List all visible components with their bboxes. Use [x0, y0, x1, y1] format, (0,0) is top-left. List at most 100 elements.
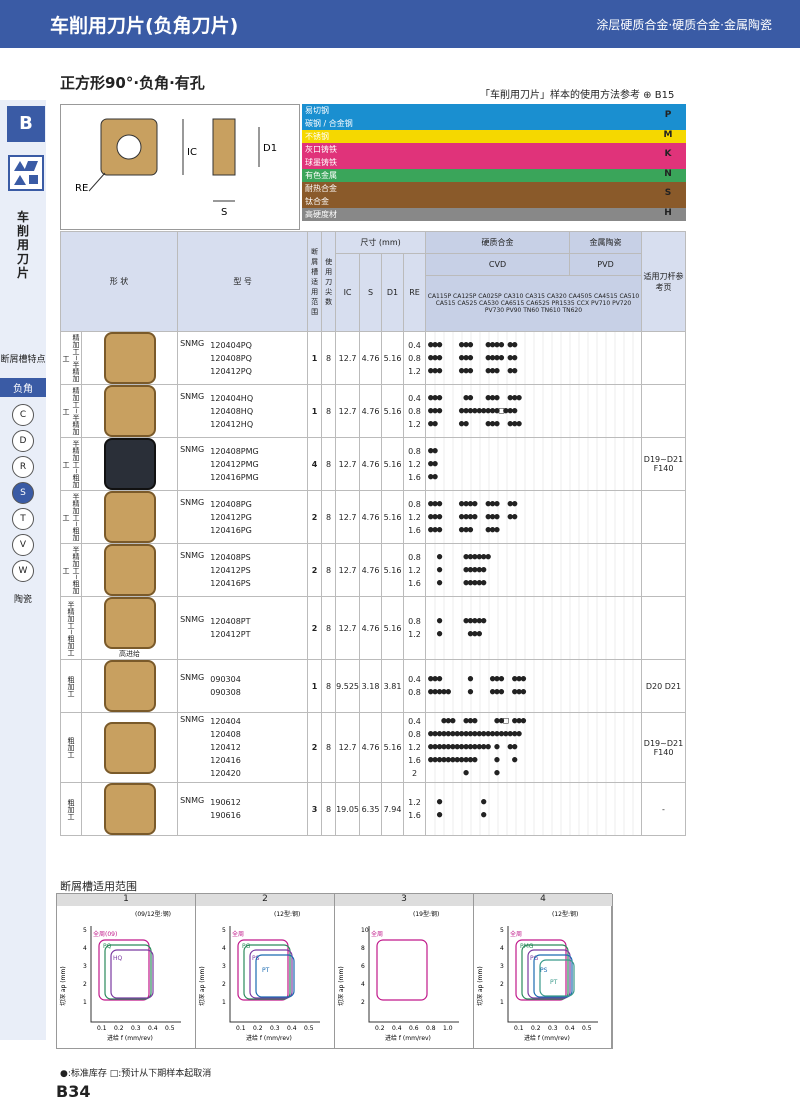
dim-ic: 12.7 [335, 384, 360, 438]
model-number: 120408PS [210, 552, 251, 562]
graph-label: 全周(09) [93, 930, 117, 938]
table-row: 半精加工~粗加工 SNMG 120408PS 120412PS 120416PS 2 8 12… [60, 543, 686, 597]
dot-line: ●●● ●●● ●●□ ●●● [428, 716, 526, 726]
graph-ytick: 5 [500, 927, 504, 934]
graph-xlabel: 进给 f (mm/rev) [385, 1034, 431, 1042]
sidebar-item-v[interactable]: V [12, 534, 34, 556]
graph-ytick: 8 [361, 945, 365, 952]
model-number: 120408PMG [210, 446, 259, 456]
material-row: 耐热合金 [302, 182, 686, 195]
dim-ic: 12.7 [335, 490, 360, 544]
re-value: 1.2 [408, 419, 421, 429]
graph-label: PMG [520, 943, 534, 950]
page-title: 车削用刀片(负角刀片) [50, 15, 239, 37]
dot-line: ●●● ●● ●●● ●●● [428, 392, 522, 403]
re-value: 2 [411, 769, 418, 778]
graph-note: (12型:钢) [274, 910, 300, 918]
graph-note: (19型:钢) [413, 910, 439, 918]
model-number: 120416PG [210, 525, 252, 535]
reference-link[interactable]: 「车削用刀片」样本的使用方法参考 ⊕ B15 [480, 90, 675, 101]
graph-label: PS [540, 967, 548, 974]
model-number: 120416 [210, 756, 241, 765]
footnote: ●:标准库存 □:预计从下期样本起取消 [60, 1069, 212, 1079]
holder-ref [641, 384, 686, 438]
sidebar-item-d[interactable]: D [12, 430, 34, 452]
graph-region [255, 954, 295, 998]
graph-number: 3 [335, 894, 474, 906]
graph-ytick: 2 [83, 981, 87, 988]
model-series: SNMG [180, 673, 205, 682]
dot-line: ● ● [428, 768, 526, 778]
sidebar-item-r[interactable]: R [12, 456, 34, 478]
insert-photo [103, 491, 156, 543]
chip-range-title: 断屑槽适用范围 [60, 880, 137, 893]
material-group-label: M [663, 130, 673, 140]
insert-photo [103, 438, 156, 490]
graph-xtick: 0.4 [287, 1025, 297, 1032]
holder-ref: - [641, 782, 686, 836]
page-subtitle: 涂层硬质合金·硬质合金·金属陶瓷 [596, 18, 772, 32]
col-chip-range: 断屑槽适用范围 [307, 231, 323, 332]
insert-photo [103, 721, 156, 774]
model-number: 120416PMG [210, 472, 259, 482]
material-group-label: H [664, 208, 672, 218]
graph-xtick: 0.1 [97, 1025, 107, 1032]
dim-ic: 12.7 [335, 331, 360, 385]
model-number: 190616 [210, 811, 241, 820]
graph-ytick: 3 [83, 963, 87, 970]
chip-range-graphs: 1 (09/12型:钢) 5 4 3 2 1 0.1 0.2 0.3 0.4 0.5 切深 ap (mm… [56, 893, 613, 1049]
model-series: SNMG [180, 497, 205, 507]
sidebar-item-ceramic[interactable]: 陶瓷 [13, 595, 32, 605]
model-number: 120412PQ [210, 366, 252, 376]
dot-line: ●●●●●●●●●●●●●●●●●●●●● [428, 729, 522, 739]
graph-axes [368, 926, 459, 1023]
graph-number: 1 [57, 894, 196, 906]
edge-count: 8 [321, 659, 337, 713]
re-value: 1.2 [408, 512, 421, 522]
graph-ytick: 5 [222, 927, 226, 934]
insert-photo [103, 597, 156, 649]
graph-xtick: 0.2 [114, 1025, 124, 1032]
dim-d1: 5.16 [381, 331, 404, 385]
dim-s: 4.76 [359, 543, 382, 597]
model-cell: SNMG 120408PS 120412PS 120416PS [177, 543, 309, 597]
table-row: 半精加工~粗加工 高进给 SNMG 120408PT 120412PT 2 8 12.7 4.7… [60, 596, 686, 660]
re-value: 1.2 [408, 366, 421, 376]
graph-xtick: 0.2 [253, 1025, 263, 1032]
graph-xtick: 0.1 [236, 1025, 246, 1032]
graph-xtick: 0.4 [565, 1025, 575, 1032]
insert-image [80, 659, 179, 713]
graph-region [539, 959, 575, 997]
material-row: 球墨铸铁 [302, 156, 686, 169]
sidebar-item-negative[interactable]: 负角 [0, 378, 46, 397]
dot-line: ● ●●●●● [428, 577, 487, 588]
sidebar-item-c[interactable]: C [12, 404, 34, 426]
graph-region [110, 949, 154, 999]
graph-xtick: 0.8 [426, 1025, 436, 1032]
model-cell: SNMG 120408PG 120412PG 120416PG [177, 490, 309, 544]
chip-range: 2 [307, 712, 323, 783]
sidebar-item-w[interactable]: W [12, 560, 34, 582]
sidebar-item-chipbreaker[interactable]: 断屑槽特点 [0, 355, 46, 365]
graph-number: 2 [196, 894, 335, 906]
insert-image [80, 543, 179, 597]
model-number: 120408HQ [210, 406, 254, 416]
table-row: 半精加工~粗加工 SNMG 120408PG 120412PG 120416PG 2 8 12… [60, 490, 686, 544]
drawing-label-ic: IC [187, 147, 197, 158]
graph-ylabel: 切深 ap (mm) [59, 966, 67, 1006]
graph-ytick: 6 [361, 963, 365, 970]
sidebar-item-s[interactable]: S [12, 482, 34, 504]
edge-count: 8 [321, 543, 337, 597]
col-model: 型 号 [177, 231, 309, 332]
graph-axes [229, 926, 320, 1023]
model-cell: SNMG 090304 090308 [177, 659, 309, 713]
model-series: SNMG [180, 550, 205, 560]
dim-re: 0.8 1.2 1.6 [403, 437, 426, 491]
re-value: 1.2 [408, 565, 421, 575]
sidebar-item-t[interactable]: T [12, 508, 34, 530]
drawing-label-d1: D1 [263, 143, 277, 154]
graph-box: (12型:钢) 5 4 3 2 1 0.1 0.2 0.3 0.4 0.5 切深 ap (mm) 进给 … [196, 906, 335, 1049]
insert-drawing: RE IC D1 S [60, 104, 300, 230]
model-number: 120412 [210, 743, 241, 752]
model-number: 120412PG [210, 512, 252, 522]
